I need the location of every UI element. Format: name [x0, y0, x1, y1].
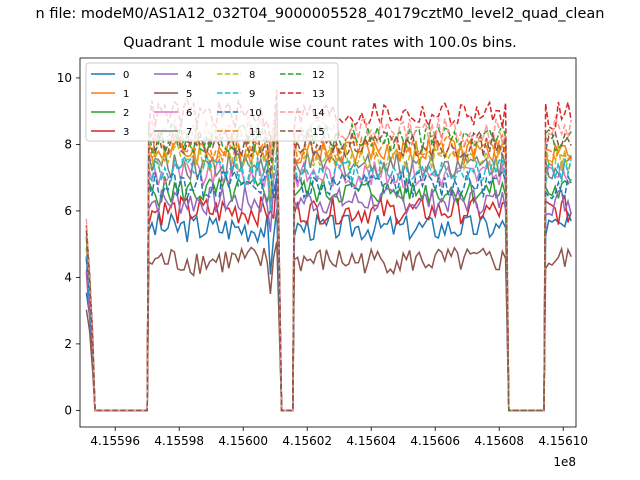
chart-title: Quadrant 1 module wise count rates with …	[123, 35, 517, 51]
legend-label-10: 10	[249, 108, 262, 119]
x-axis: 4.15596 4.15598 4.15600 4.15602 4.15604 4.156…	[90, 427, 588, 448]
y-tick-label: 4	[64, 270, 72, 284]
legend-label-5: 5	[186, 89, 192, 100]
series-line-13	[85, 89, 572, 412]
series-line-9	[85, 149, 572, 412]
series-line-5	[85, 241, 572, 412]
x-tick-label: 4.15596	[90, 434, 140, 448]
legend-label-0: 0	[123, 70, 129, 81]
x-tick-label: 4.15606	[410, 434, 460, 448]
y-tick-label: 10	[57, 71, 72, 85]
series-line-7	[85, 128, 572, 412]
x-tick-label: 4.15600	[218, 434, 268, 448]
legend-label-12: 12	[312, 70, 325, 81]
legend-label-13: 13	[312, 89, 325, 100]
legend-label-11: 11	[249, 127, 262, 138]
series-line-2	[85, 175, 572, 412]
series-line-1	[85, 131, 572, 412]
series-line-4	[85, 179, 572, 412]
series-line-10	[85, 168, 572, 412]
x-tick-label: 4.15608	[474, 434, 524, 448]
legend-label-14: 14	[312, 108, 325, 119]
series-line-0	[85, 209, 572, 412]
legend-label-6: 6	[186, 108, 192, 119]
legend-label-15: 15	[312, 127, 325, 138]
series-line-15	[85, 103, 572, 412]
series-line-12	[85, 111, 572, 412]
legend-label-7: 7	[186, 127, 192, 138]
legend-label-2: 2	[123, 108, 129, 119]
legend-label-4: 4	[186, 70, 192, 81]
figure-suptitle: n file: modeM0/AS1A12_032T04_9000005528_…	[35, 6, 605, 22]
y-axis: 0 2 4 6 8 10	[57, 71, 80, 417]
series-line-6	[85, 157, 572, 412]
x-tick-label: 4.15598	[154, 434, 204, 448]
x-tick-label: 4.15602	[282, 434, 332, 448]
y-tick-label: 8	[64, 137, 72, 151]
legend-label-1: 1	[123, 89, 129, 100]
x-offset-label: 1e8	[553, 455, 576, 469]
y-tick-label: 2	[64, 337, 72, 351]
y-tick-label: 0	[64, 403, 72, 417]
y-tick-label: 6	[64, 204, 72, 218]
legend-label-8: 8	[249, 70, 255, 81]
legend-label-9: 9	[249, 89, 255, 100]
x-tick-label: 4.15604	[346, 434, 396, 448]
legend-box	[85, 62, 339, 142]
legend-label-3: 3	[123, 127, 129, 138]
plot-frame	[79, 57, 577, 428]
x-tick-label: 4.15610	[538, 434, 588, 448]
